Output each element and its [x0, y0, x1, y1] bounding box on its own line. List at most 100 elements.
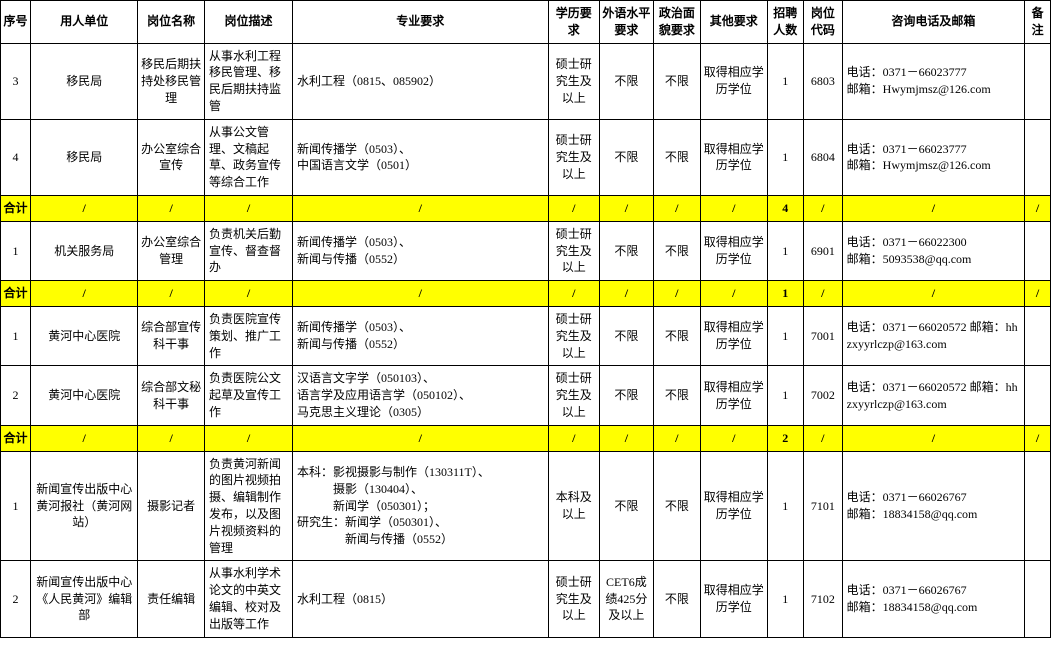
header-seq: 序号: [1, 1, 31, 44]
subtotal-slash: /: [653, 425, 700, 451]
cell-edu: 硕士研究生及以上: [548, 221, 600, 280]
cell-edu: 硕士研究生及以上: [548, 366, 600, 425]
cell-other: 取得相应学历学位: [700, 119, 767, 195]
cell-position: 责任编辑: [138, 561, 205, 637]
cell-other: 取得相应学历学位: [700, 43, 767, 119]
cell-major: 汉语言文字学（050103）、 语言学及应用语言学（050102）、 马克思主义…: [293, 366, 549, 425]
cell-count: 1: [767, 366, 804, 425]
cell-desc: 从事公文管理、文稿起草、政务宣传等综合工作: [204, 119, 292, 195]
subtotal-slash: /: [31, 281, 138, 307]
subtotal-slash: /: [600, 281, 654, 307]
cell-major: 水利工程（0815、085902）: [293, 43, 549, 119]
cell-desc: 从事水利工程移民管理、移民后期扶持监管: [204, 43, 292, 119]
subtotal-slash: /: [842, 425, 1025, 451]
table-row: 1新闻宣传出版中心黄河报社（黄河网站）摄影记者负责黄河新闻的图片视频拍摄、编辑制…: [1, 451, 1051, 561]
cell-other: 取得相应学历学位: [700, 306, 767, 365]
subtotal-slash: /: [204, 281, 292, 307]
cell-code: 6803: [804, 43, 843, 119]
cell-seq: 2: [1, 561, 31, 637]
cell-other: 取得相应学历学位: [700, 561, 767, 637]
subtotal-slash: /: [548, 195, 600, 221]
subtotal-row: 合计////////1///: [1, 281, 1051, 307]
subtotal-slash: /: [31, 425, 138, 451]
subtotal-slash: /: [293, 281, 549, 307]
cell-desc: 负责黄河新闻的图片视频拍摄、编辑制作发布，以及图片视频资料的管理: [204, 451, 292, 561]
header-edu: 学历要求: [548, 1, 600, 44]
cell-seq: 1: [1, 306, 31, 365]
cell-seq: 2: [1, 366, 31, 425]
cell-contact: 电话：0371－66020572 邮箱：hhzxyyrlczp@163.com: [842, 306, 1025, 365]
cell-remark: [1025, 561, 1051, 637]
header-lang: 外语水平要求: [600, 1, 654, 44]
cell-employer: 移民局: [31, 43, 138, 119]
cell-position: 办公室综合宣传: [138, 119, 205, 195]
cell-code: 6804: [804, 119, 843, 195]
subtotal-slash: /: [31, 195, 138, 221]
cell-remark: [1025, 366, 1051, 425]
subtotal-slash: /: [804, 195, 843, 221]
subtotal-slash: /: [293, 195, 549, 221]
cell-edu: 硕士研究生及以上: [548, 306, 600, 365]
cell-remark: [1025, 43, 1051, 119]
cell-lang: 不限: [600, 451, 654, 561]
cell-lang: 不限: [600, 221, 654, 280]
cell-count: 1: [767, 561, 804, 637]
cell-code: 7001: [804, 306, 843, 365]
subtotal-slash: /: [842, 195, 1025, 221]
subtotal-slash: /: [804, 425, 843, 451]
subtotal-slash: /: [548, 281, 600, 307]
subtotal-slash: /: [548, 425, 600, 451]
table-row: 1机关服务局办公室综合管理负责机关后勤宣传、督查督办新闻传播学（0503）、 新…: [1, 221, 1051, 280]
subtotal-slash: /: [204, 195, 292, 221]
table-body: 3移民局移民后期扶持处移民管理从事水利工程移民管理、移民后期扶持监管水利工程（0…: [1, 43, 1051, 637]
subtotal-slash: /: [700, 425, 767, 451]
cell-pol: 不限: [653, 306, 700, 365]
cell-code: 7102: [804, 561, 843, 637]
cell-contact: 电话：0371－66026767 邮箱：18834158@qq.com: [842, 451, 1025, 561]
cell-pol: 不限: [653, 561, 700, 637]
cell-employer: 黄河中心医院: [31, 306, 138, 365]
subtotal-slash: /: [1025, 281, 1051, 307]
subtotal-slash: /: [293, 425, 549, 451]
cell-pol: 不限: [653, 451, 700, 561]
table-row: 2新闻宣传出版中心《人民黄河》编辑部责任编辑从事水利学术论文的中英文编辑、校对及…: [1, 561, 1051, 637]
subtotal-slash: /: [600, 425, 654, 451]
cell-lang: 不限: [600, 306, 654, 365]
cell-pol: 不限: [653, 366, 700, 425]
subtotal-slash: /: [1025, 195, 1051, 221]
subtotal-slash: /: [600, 195, 654, 221]
subtotal-slash: /: [700, 195, 767, 221]
table-row: 2黄河中心医院综合部文秘科干事负责医院公文起草及宣传工作汉语言文字学（05010…: [1, 366, 1051, 425]
cell-employer: 移民局: [31, 119, 138, 195]
cell-edu: 硕士研究生及以上: [548, 119, 600, 195]
cell-contact: 电话：0371－66022300 邮箱：5093538@qq.com: [842, 221, 1025, 280]
cell-contact: 电话：0371－66020572 邮箱：hhzxyyrlczp@163.com: [842, 366, 1025, 425]
header-major: 专业要求: [293, 1, 549, 44]
subtotal-slash: /: [138, 281, 205, 307]
cell-major: 本科：影视摄影与制作（130311T）、 摄影（130404）、 新闻学（050…: [293, 451, 549, 561]
header-desc: 岗位描述: [204, 1, 292, 44]
cell-employer: 新闻宣传出版中心黄河报社（黄河网站）: [31, 451, 138, 561]
subtotal-label: 合计: [1, 195, 31, 221]
cell-count: 1: [767, 306, 804, 365]
cell-desc: 负责机关后勤宣传、督查督办: [204, 221, 292, 280]
cell-code: 7101: [804, 451, 843, 561]
header-pol: 政治面貌要求: [653, 1, 700, 44]
subtotal-count: 4: [767, 195, 804, 221]
cell-remark: [1025, 119, 1051, 195]
cell-position: 综合部文秘科干事: [138, 366, 205, 425]
subtotal-slash: /: [700, 281, 767, 307]
cell-count: 1: [767, 119, 804, 195]
cell-major: 新闻传播学（0503）、 中国语言文学（0501）: [293, 119, 549, 195]
cell-other: 取得相应学历学位: [700, 451, 767, 561]
header-remark: 备注: [1025, 1, 1051, 44]
cell-seq: 1: [1, 451, 31, 561]
table-header-row: 序号 用人单位 岗位名称 岗位描述 专业要求 学历要求 外语水平要求 政治面貌要…: [1, 1, 1051, 44]
cell-major: 新闻传播学（0503）、 新闻与传播（0552）: [293, 306, 549, 365]
cell-edu: 硕士研究生及以上: [548, 43, 600, 119]
cell-desc: 负责医院宣传策划、推广工作: [204, 306, 292, 365]
cell-other: 取得相应学历学位: [700, 366, 767, 425]
cell-count: 1: [767, 221, 804, 280]
cell-position: 摄影记者: [138, 451, 205, 561]
cell-lang: 不限: [600, 43, 654, 119]
